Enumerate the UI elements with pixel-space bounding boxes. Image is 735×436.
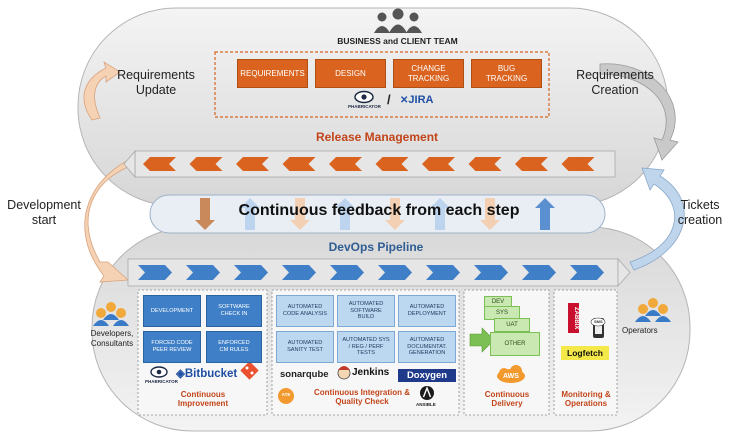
requirements-update-label: Requirements Update xyxy=(117,68,195,97)
pipeline-chevrons xyxy=(138,265,604,280)
documentation-box: AUTOMATED DOCUMENTAT. GENERATION xyxy=(398,331,456,363)
pipeline-chevron xyxy=(426,265,460,280)
requirements-update-arrow xyxy=(83,61,121,121)
sanity-test-box: AUTOMATED SANITY TEST xyxy=(276,331,334,363)
ate-logo: ATE xyxy=(281,392,291,397)
pipeline-chevron xyxy=(282,265,316,280)
planning-dashed-box xyxy=(214,51,550,118)
peer-review-box: FORCED CODE PEER REVIEW xyxy=(143,331,201,363)
git-icon xyxy=(240,361,259,380)
change-tracking-box: CHANGE TRACKING xyxy=(393,59,464,88)
sys-reg-perf-box: AUTOMATED SYS / REG / PERF TESTS xyxy=(337,331,395,363)
development-box: DEVELOPMENT xyxy=(143,295,201,327)
feedback-arrow-up xyxy=(240,198,260,230)
developers-icon xyxy=(93,302,129,326)
logfetch-logo: Logfetch xyxy=(561,346,609,360)
feedback-arrow-up xyxy=(335,198,355,230)
release-chevron xyxy=(236,157,269,171)
requirements-box: REQUIREMENTS xyxy=(237,59,308,88)
env-uat: UAT xyxy=(494,318,530,332)
release-management-title: Release Management xyxy=(315,130,439,144)
continuous-delivery-title: Continuous Delivery xyxy=(484,390,530,409)
jenkins-icon xyxy=(337,366,351,380)
sonarqube-logo: sonarqube xyxy=(280,369,329,380)
deployment-box: AUTOMATED DEPLOYMENT xyxy=(398,295,456,327)
sms-label: SMS xyxy=(594,319,603,324)
phone-icon xyxy=(590,317,606,338)
feedback-arrow-down xyxy=(385,198,405,230)
aws-logo: AWS xyxy=(503,373,519,380)
pipeline-chevron xyxy=(522,265,556,280)
development-start-label: Development start xyxy=(7,198,81,227)
jira-icon: ✕ xyxy=(400,95,409,106)
operators-label: Operators xyxy=(622,326,658,335)
release-chevron xyxy=(422,157,455,171)
phabricator-small-label: PHABRICATOR xyxy=(145,379,178,384)
pipeline-chevron xyxy=(138,265,172,280)
software-checkin-box: SOFTWARE CHECK IN xyxy=(206,295,262,327)
bitbucket-label: Bitbucket xyxy=(184,368,238,380)
aws-cloud-icon xyxy=(497,365,525,383)
ansible-logo: ANSIBLE xyxy=(416,402,436,407)
cm-rules-box: ENFORCED CM RULES xyxy=(206,331,262,363)
phabricator-label: PHABRICATOR xyxy=(348,104,381,109)
jira-label: JIRA xyxy=(408,94,434,106)
pipeline-chevron xyxy=(330,265,364,280)
release-chevron xyxy=(515,157,548,171)
delivery-arrow-icon xyxy=(469,327,495,353)
feedback-arrow-up xyxy=(535,198,555,230)
feedback-title: Continuous feedback from each step xyxy=(238,202,520,219)
doxygen-logo: Doxygen xyxy=(398,369,456,382)
release-chevron xyxy=(143,157,176,171)
phabricator-eye-icon xyxy=(354,90,374,104)
developers-label: Developers, Consultants xyxy=(90,329,134,349)
continuous-integration-title: Continuous Integration & Quality Check xyxy=(314,388,410,407)
operators-icon xyxy=(635,298,671,322)
tickets-creation-arrow xyxy=(629,167,685,271)
pipeline-chevron xyxy=(570,265,604,280)
release-chevron xyxy=(468,157,502,171)
ansible-icon xyxy=(420,386,434,400)
feedback-arrow-down xyxy=(195,198,215,230)
ate-logo-circle xyxy=(278,388,294,404)
requirements-creation-arrow xyxy=(599,63,679,161)
tickets-creation-label: Tickets creation xyxy=(677,198,723,227)
bitbucket-icon: ◈ xyxy=(176,368,185,380)
pipeline-chevron xyxy=(474,265,508,280)
requirements-creation-label: Requirements Creation xyxy=(576,68,654,97)
monitoring-title: Monitoring & Operations xyxy=(561,390,611,409)
feedback-arrows xyxy=(195,198,555,230)
development-start-arrow xyxy=(84,151,151,283)
bitbucket-logo: ◈Bitbucket xyxy=(176,366,237,380)
jira-logo: ✕JIRA xyxy=(400,94,433,106)
release-chevron xyxy=(561,157,595,171)
software-build-box: AUTOMATED SOFTWARE BUILD xyxy=(337,295,395,327)
release-chevrons xyxy=(143,157,595,171)
code-analysis-box: AUTOMATED CODE ANALYSIS xyxy=(276,295,334,327)
team-title: BUSINESS and CLIENT TEAM xyxy=(337,36,458,46)
team-people-icon xyxy=(374,8,422,33)
release-chevron xyxy=(329,157,362,171)
pipeline-chevron xyxy=(378,265,412,280)
continuous-improvement-title: Continuous Improvement xyxy=(177,390,229,409)
design-box: DESIGN xyxy=(315,59,386,88)
pipeline-chevron xyxy=(186,265,220,280)
release-chevron xyxy=(282,157,316,171)
zabbix-logo: ZABBIX xyxy=(568,303,579,333)
tools-separator: / xyxy=(387,92,391,107)
bug-tracking-box: BUG TRACKING xyxy=(471,59,542,88)
release-chevron xyxy=(375,157,409,171)
phabricator-eye-icon-small xyxy=(150,366,168,378)
devops-pipeline-title: DevOps Pipeline xyxy=(328,240,424,254)
env-other: OTHER xyxy=(490,332,540,356)
pipeline-chevron xyxy=(234,265,268,280)
jenkins-logo: Jenkins xyxy=(352,367,390,378)
feedback-arrow-up xyxy=(430,198,450,230)
release-chevron xyxy=(189,157,223,171)
feedback-arrow-down xyxy=(480,198,500,230)
feedback-arrow-down xyxy=(290,198,310,230)
